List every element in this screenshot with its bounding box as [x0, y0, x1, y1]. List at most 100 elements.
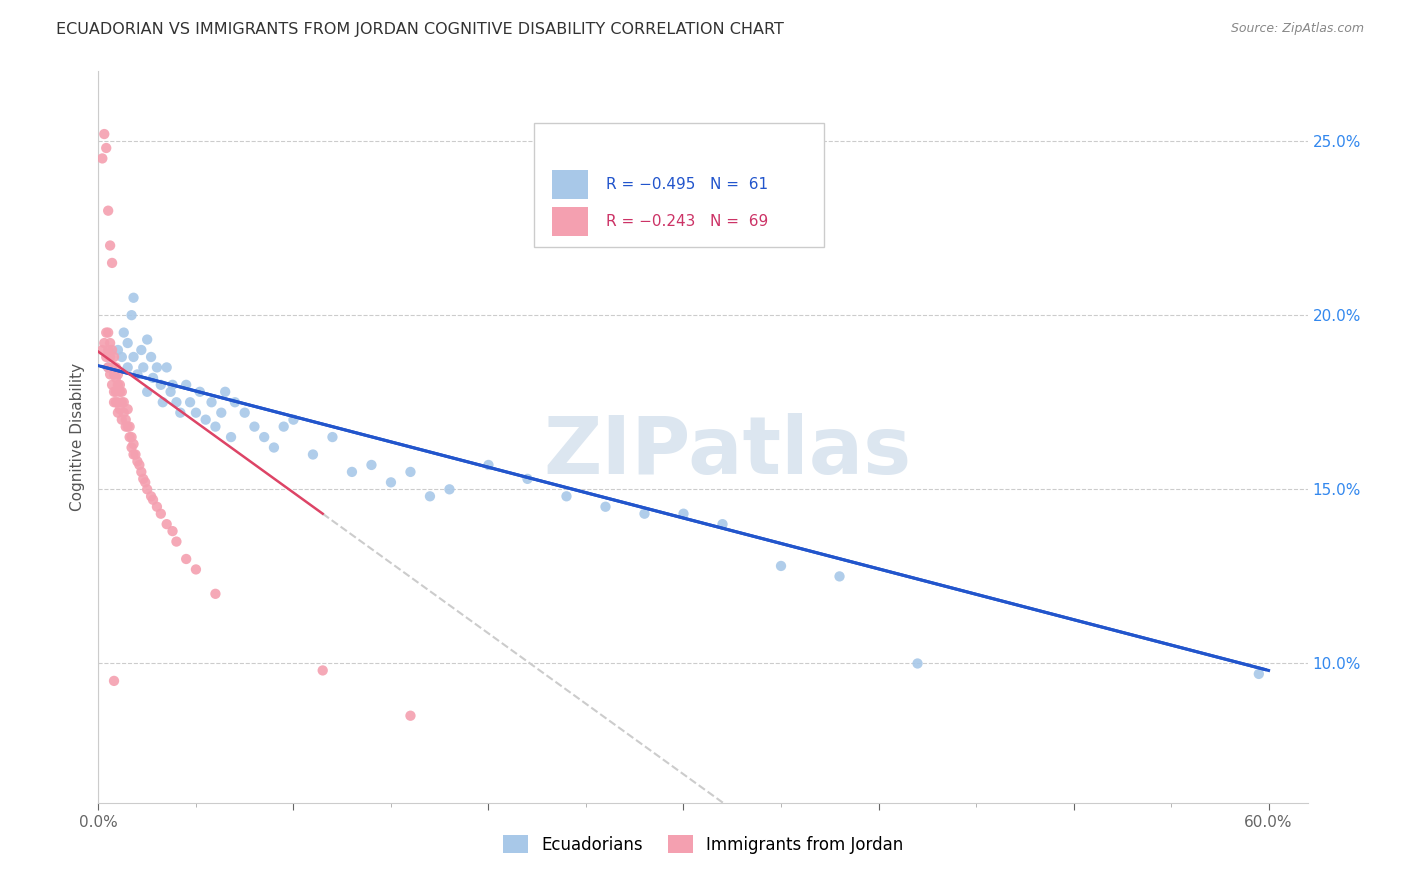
- Point: [204, 419, 226, 434]
- Point: [149, 377, 172, 392]
- Point: [321, 430, 343, 444]
- Point: [112, 395, 135, 409]
- Point: [165, 534, 187, 549]
- Point: [263, 441, 285, 455]
- Point: [907, 657, 929, 671]
- Point: [98, 350, 121, 364]
- Point: [122, 291, 145, 305]
- Point: [104, 360, 127, 375]
- Point: [121, 441, 143, 455]
- Point: [124, 448, 146, 462]
- Point: [108, 377, 131, 392]
- Point: [152, 395, 174, 409]
- Point: [162, 377, 184, 392]
- Point: [96, 350, 118, 364]
- Point: [672, 507, 695, 521]
- Point: [132, 472, 155, 486]
- Point: [131, 465, 153, 479]
- Point: [118, 419, 141, 434]
- Y-axis label: Cognitive Disability: Cognitive Disability: [69, 363, 84, 511]
- Point: [97, 343, 120, 357]
- Point: [91, 152, 114, 166]
- Point: [93, 336, 115, 351]
- Point: [117, 336, 139, 351]
- Point: [101, 360, 124, 375]
- Point: [399, 465, 422, 479]
- Point: [769, 558, 792, 573]
- Point: [633, 507, 655, 521]
- Point: [162, 524, 184, 538]
- Point: [97, 326, 120, 340]
- Point: [283, 412, 305, 426]
- Point: [97, 360, 120, 375]
- Point: [121, 430, 143, 444]
- Point: [302, 448, 325, 462]
- Point: [117, 360, 139, 375]
- Point: [142, 492, 165, 507]
- Point: [419, 489, 441, 503]
- Point: [127, 368, 149, 382]
- Point: [219, 430, 242, 444]
- Point: [117, 419, 139, 434]
- Point: [169, 406, 191, 420]
- Point: [114, 412, 136, 426]
- Point: [711, 517, 734, 532]
- Point: [103, 673, 125, 688]
- Point: [108, 402, 131, 417]
- Point: [131, 343, 153, 357]
- Point: [107, 377, 129, 392]
- Point: [111, 412, 134, 426]
- Point: [340, 465, 363, 479]
- Point: [1247, 667, 1270, 681]
- Point: [233, 406, 256, 420]
- Point: [253, 430, 276, 444]
- Point: [184, 562, 207, 576]
- Point: [122, 350, 145, 364]
- Point: [174, 552, 197, 566]
- Point: [103, 350, 125, 364]
- Point: [136, 333, 159, 347]
- Point: [107, 343, 129, 357]
- Point: [204, 587, 226, 601]
- Point: [214, 384, 236, 399]
- Text: R = −0.495   N =  61: R = −0.495 N = 61: [606, 178, 769, 193]
- Point: [159, 384, 181, 399]
- Point: [97, 203, 120, 218]
- Point: [200, 395, 222, 409]
- Point: [156, 360, 179, 375]
- Point: [98, 336, 121, 351]
- Point: [194, 412, 217, 426]
- FancyBboxPatch shape: [534, 122, 824, 247]
- Point: [516, 472, 538, 486]
- FancyBboxPatch shape: [551, 170, 588, 200]
- Point: [146, 360, 169, 375]
- Point: [188, 384, 211, 399]
- Point: [107, 395, 129, 409]
- Point: [477, 458, 499, 472]
- Point: [312, 664, 335, 678]
- Point: [174, 377, 197, 392]
- Point: [555, 489, 578, 503]
- Point: [121, 308, 143, 322]
- Point: [139, 350, 162, 364]
- Point: [179, 395, 201, 409]
- Point: [165, 395, 187, 409]
- Point: [122, 437, 145, 451]
- Point: [104, 384, 127, 399]
- Text: R = −0.243   N =  69: R = −0.243 N = 69: [606, 214, 769, 229]
- Point: [399, 708, 422, 723]
- Point: [96, 326, 118, 340]
- Text: ZIPatlas: ZIPatlas: [543, 413, 911, 491]
- Point: [146, 500, 169, 514]
- Point: [439, 483, 461, 497]
- Point: [114, 419, 136, 434]
- Point: [111, 350, 134, 364]
- Point: [107, 406, 129, 420]
- Point: [224, 395, 246, 409]
- Point: [134, 475, 156, 490]
- Point: [101, 343, 124, 357]
- Point: [101, 377, 124, 392]
- Point: [91, 343, 114, 357]
- Point: [243, 419, 266, 434]
- Text: Source: ZipAtlas.com: Source: ZipAtlas.com: [1230, 22, 1364, 36]
